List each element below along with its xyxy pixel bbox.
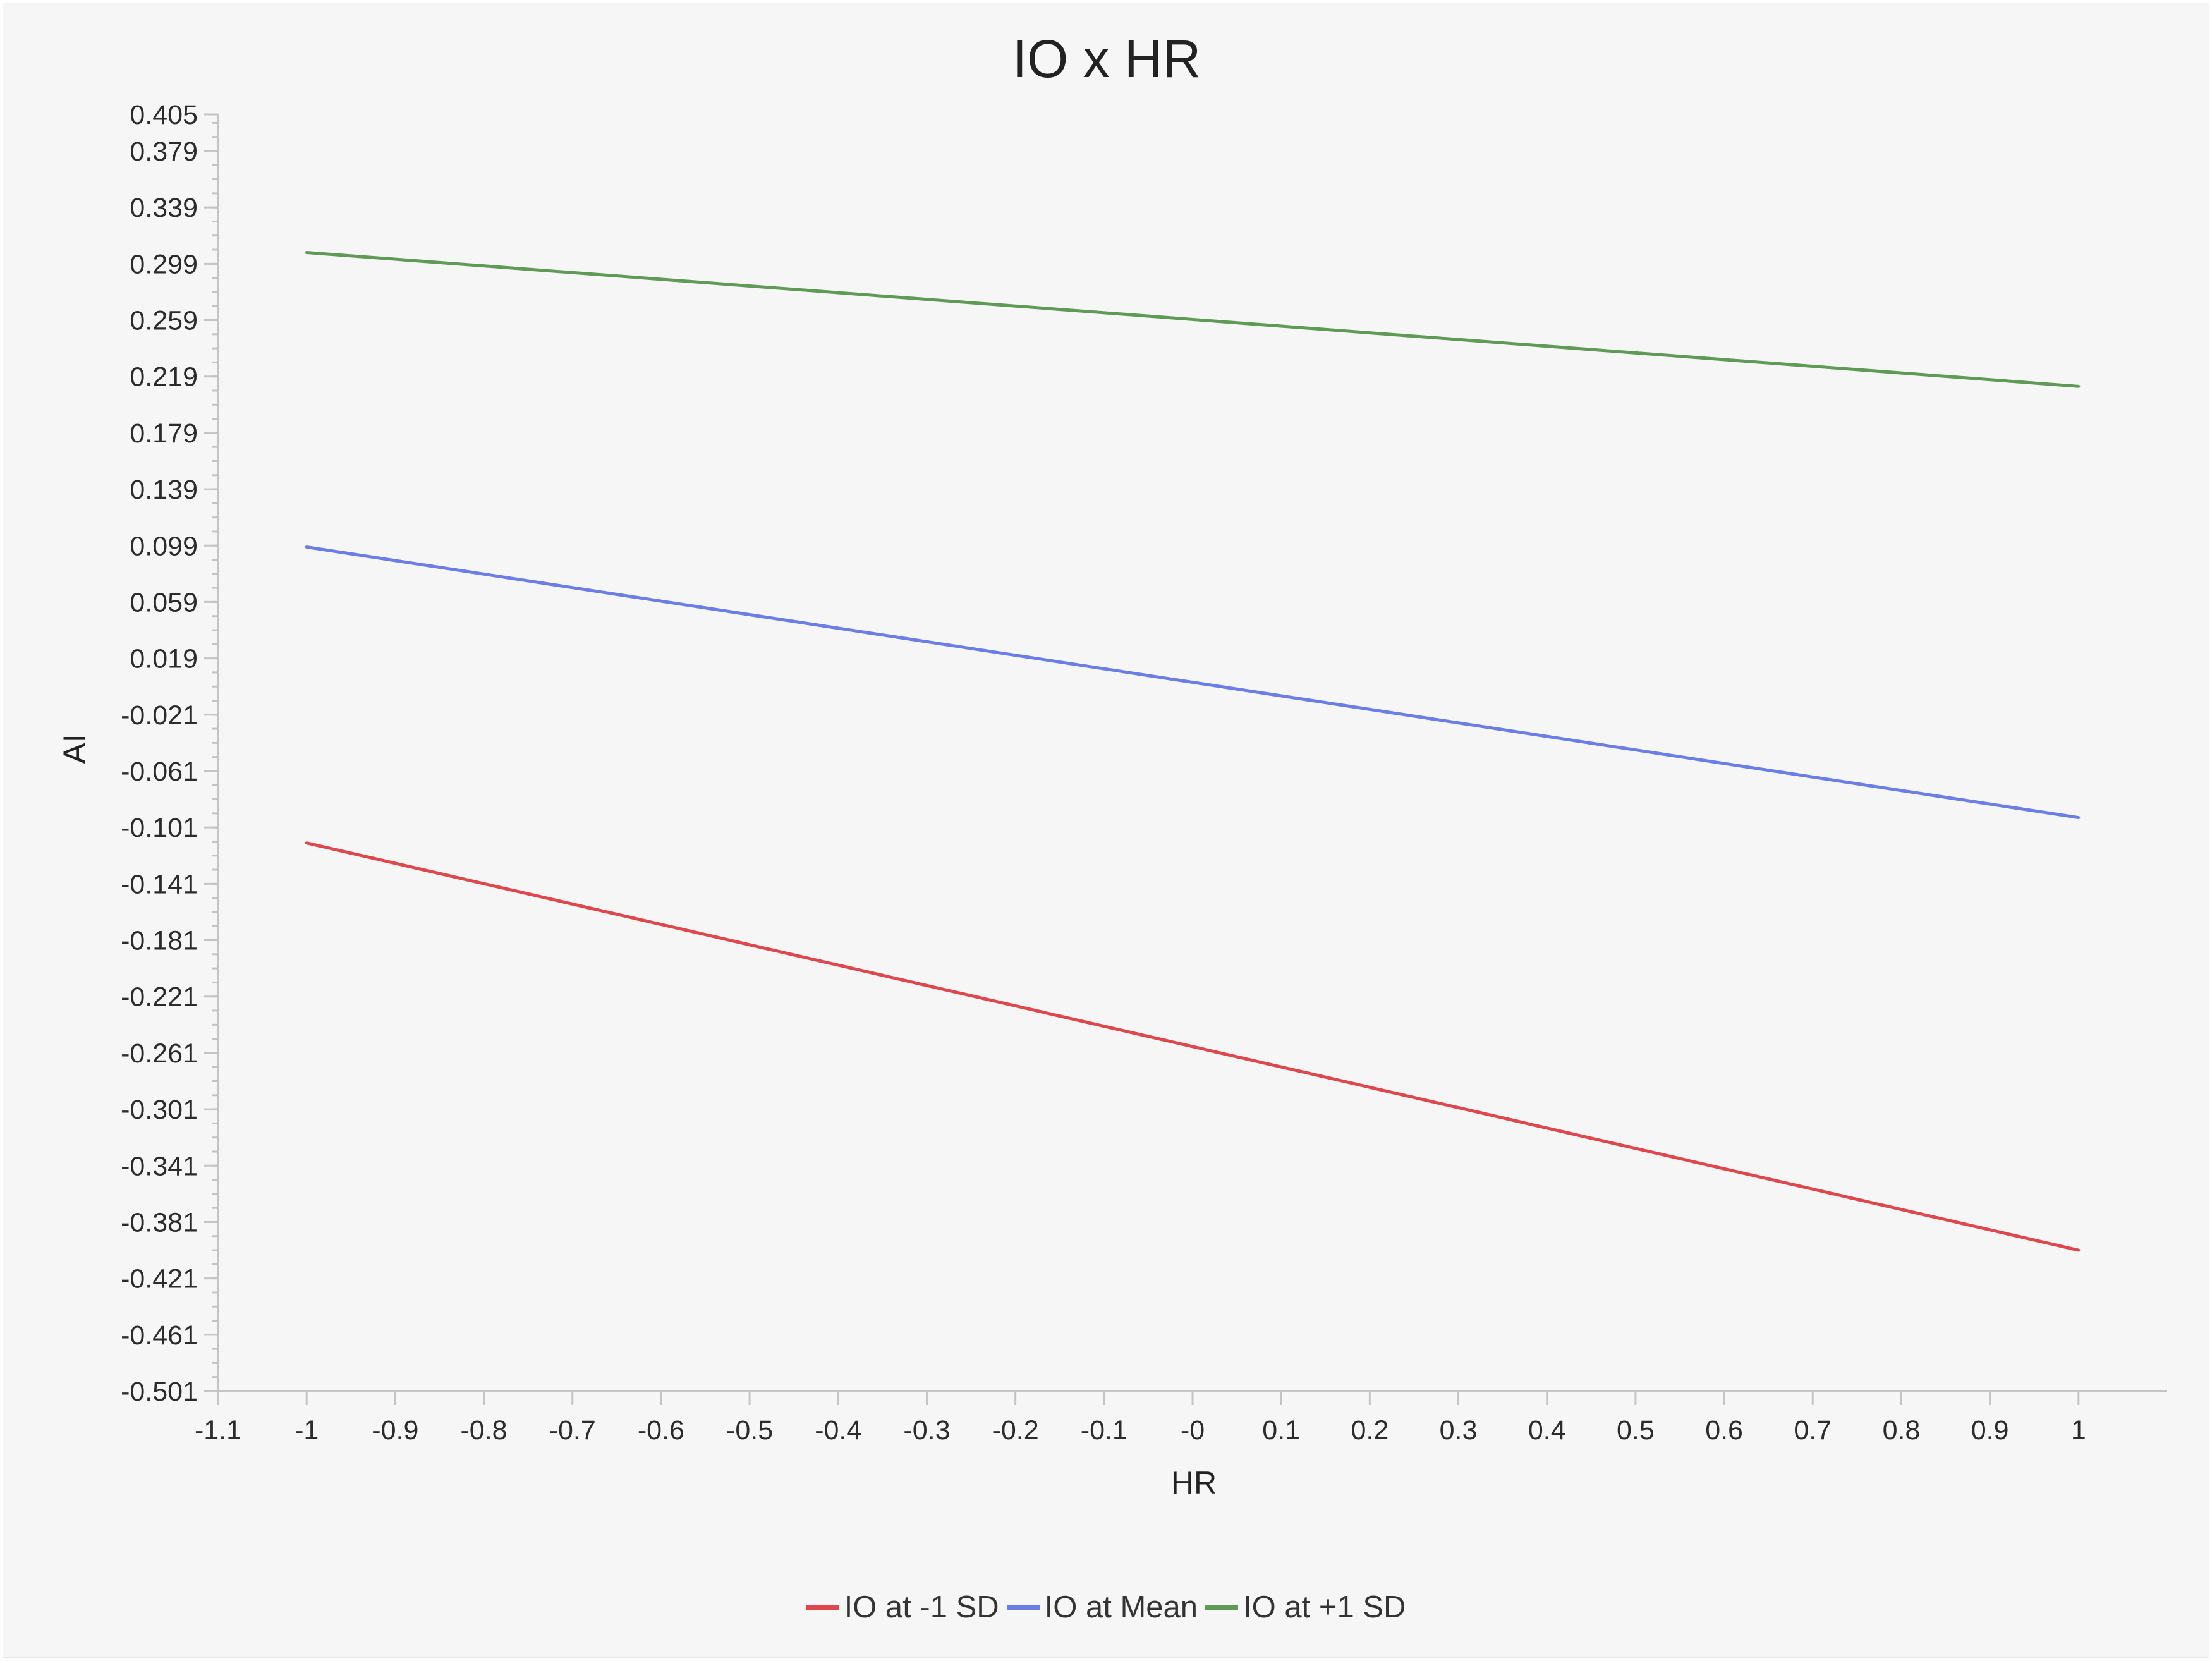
y-tick-label: -0.341: [121, 1151, 198, 1181]
legend: IO at -1 SD IO at Mean IO at +1 SD: [3, 1582, 2209, 1633]
y-tick-label: -0.141: [121, 869, 198, 899]
chart-panel: IO x HR AI HR 0.405 0.379 0.339 0.299 0.259 0…: [3, 3, 2209, 1658]
x-tick-label: -0.5: [726, 1415, 773, 1445]
y-tick-label: 0.059: [130, 587, 198, 618]
x-tick-label: 0.3: [1440, 1415, 1478, 1445]
y-tick-label: -0.421: [121, 1264, 198, 1294]
x-tick-label: -0.4: [815, 1415, 861, 1445]
y-tick-label: 0.405: [130, 100, 198, 130]
x-axis-label: HR: [1171, 1465, 1217, 1500]
x-tick-label: 0.6: [1705, 1415, 1743, 1445]
x-tick-label: -0.2: [992, 1415, 1039, 1445]
y-tick-label: -0.301: [121, 1095, 198, 1125]
y-tick-label: 0.219: [130, 362, 198, 392]
x-tick-label: 0.8: [1883, 1415, 1921, 1445]
y-tick-label: 0.139: [130, 475, 198, 505]
y-axis-label: AI: [57, 734, 92, 764]
y-tick-label: 0.099: [130, 531, 198, 561]
y-tick-label: -0.021: [121, 700, 198, 731]
y-tick-label: -0.261: [121, 1038, 198, 1069]
x-tick-label: 0.2: [1351, 1415, 1389, 1445]
x-tick-label: -0.7: [549, 1415, 596, 1445]
y-tick-label: -0.221: [121, 982, 198, 1013]
series-line-2: [305, 545, 2081, 820]
y-tick-label: 0.379: [130, 137, 198, 167]
legend-swatch: [1006, 1605, 1040, 1610]
legend-label: IO at Mean: [1044, 1590, 1198, 1624]
y-tick-label: 0.259: [130, 306, 198, 336]
x-tick-label: -0.9: [372, 1415, 418, 1445]
x-tick-label: 1: [2071, 1415, 2086, 1445]
y-tick-label: 0.339: [130, 193, 198, 223]
legend-item-1[interactable]: IO at -1 SD: [806, 1590, 999, 1625]
plot-lines: [305, 250, 2081, 1252]
x-tick-label: 0.7: [1794, 1415, 1832, 1445]
x-tick-label: -0.3: [903, 1415, 950, 1445]
chart-canvas: IO x HR AI HR 0.4050.3790.3390.2990.2590…: [57, 29, 2167, 1500]
legend-label: IO at +1 SD: [1243, 1590, 1406, 1624]
x-tick-label: -0: [1181, 1415, 1205, 1445]
x-tick-label: 0.1: [1262, 1415, 1300, 1445]
series-line-3: [305, 250, 2081, 388]
y-tick-label: -0.181: [121, 926, 198, 956]
x-tick-label: -1.1: [195, 1415, 241, 1445]
legend-swatch: [806, 1605, 839, 1610]
x-tick-label: -1: [295, 1415, 319, 1445]
x-tick-label: -0.8: [460, 1415, 507, 1445]
y-tick-label: -0.101: [121, 813, 198, 843]
x-tick-label: -0.1: [1081, 1415, 1127, 1445]
chart-title: IO x HR: [1012, 29, 1201, 88]
x-tick-label: 0.5: [1617, 1415, 1655, 1445]
y-tick-label: -0.501: [121, 1377, 198, 1407]
x-tick-label: -0.6: [638, 1415, 684, 1445]
legend-label: IO at -1 SD: [844, 1590, 999, 1624]
y-tick-label: 0.299: [130, 249, 198, 279]
y-tick-label: 0.019: [130, 644, 198, 674]
y-tick-label: 0.179: [130, 418, 198, 449]
series-line-1: [305, 841, 2081, 1252]
y-tick-label: -0.381: [121, 1207, 198, 1238]
x-tick-label: 0.4: [1528, 1415, 1566, 1445]
legend-item-2[interactable]: IO at Mean: [1006, 1590, 1198, 1625]
x-tick-label: 0.9: [1971, 1415, 2009, 1445]
legend-item-3[interactable]: IO at +1 SD: [1205, 1590, 1406, 1625]
y-tick-label: -0.061: [121, 757, 198, 787]
legend-swatch: [1205, 1605, 1239, 1610]
y-tick-label: -0.461: [121, 1320, 198, 1351]
axes: 0.405 0.379 0.339 0.299 0.259 0.219 0.179 0.139…: [121, 100, 2167, 1445]
